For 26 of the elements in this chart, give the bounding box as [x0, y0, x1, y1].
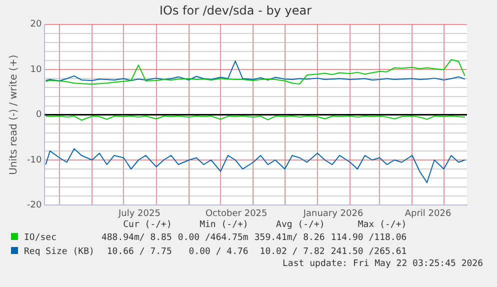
text: 488.94m/ 8.85 [100, 232, 172, 245]
legend-label: Req Size (KB) [23, 246, 96, 259]
x-tick-label: January 2026 [302, 208, 364, 219]
y-axis-title: Units read (-) / write (+) [8, 54, 20, 175]
y-tick-label: -20 [26, 200, 42, 211]
text: 0.00 / 4.76 [188, 246, 248, 259]
x-tick-label: April 2026 [404, 208, 452, 219]
text: 0.00 /464.75m [176, 232, 248, 245]
text: Min (-/+) [198, 219, 248, 231]
text: 114.90 /118.06 [330, 232, 407, 245]
y-tick-label: 10 [30, 64, 42, 75]
chart-title: IOs for /dev/sda - by year [159, 3, 312, 18]
text: Max (-/+) [356, 219, 407, 231]
x-tick-label: October 2025 [205, 208, 268, 219]
text: 359.41m/ 8.26 [253, 232, 325, 245]
x-tick-label: July 2025 [118, 208, 160, 219]
legend-label: IO/sec [23, 232, 58, 245]
text: 241.50 /265.61 [330, 246, 407, 259]
y-tick-label: 0 [36, 110, 42, 120]
y-tick-label: -10 [26, 155, 42, 166]
text: Cur (-/+) [122, 219, 172, 231]
text: Avg (-/+) [275, 219, 325, 231]
text: Last update: Fri May 22 03:25:45 2026 [282, 259, 483, 269]
text: 10.66 / 7.75 [106, 246, 172, 259]
text: 10.02 / 7.82 [258, 246, 325, 259]
y-tick-label: 20 [30, 20, 42, 30]
